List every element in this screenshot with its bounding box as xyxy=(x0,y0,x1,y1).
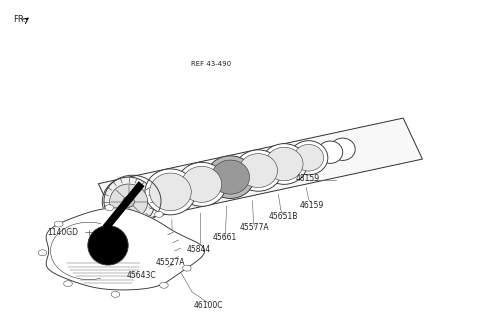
Ellipse shape xyxy=(206,156,254,198)
Ellipse shape xyxy=(289,141,328,175)
Text: 1140GD: 1140GD xyxy=(47,228,78,237)
Ellipse shape xyxy=(177,162,226,206)
Ellipse shape xyxy=(239,154,277,188)
Ellipse shape xyxy=(294,144,324,171)
Ellipse shape xyxy=(159,282,168,288)
Ellipse shape xyxy=(64,281,72,287)
Ellipse shape xyxy=(105,205,114,211)
Ellipse shape xyxy=(261,144,307,184)
Ellipse shape xyxy=(109,184,148,219)
Ellipse shape xyxy=(111,291,120,297)
Text: 45577A: 45577A xyxy=(240,223,269,233)
Ellipse shape xyxy=(181,166,222,202)
Text: 46159: 46159 xyxy=(300,200,324,210)
Text: 45661: 45661 xyxy=(213,233,237,242)
Text: FR.: FR. xyxy=(13,15,26,24)
Ellipse shape xyxy=(102,177,155,226)
Ellipse shape xyxy=(155,212,163,217)
Ellipse shape xyxy=(145,169,196,215)
Ellipse shape xyxy=(150,173,191,211)
Text: REF 43-490: REF 43-490 xyxy=(191,61,231,67)
Text: 48159: 48159 xyxy=(295,174,319,183)
Ellipse shape xyxy=(318,141,343,163)
Ellipse shape xyxy=(123,196,134,207)
Ellipse shape xyxy=(83,227,95,237)
Ellipse shape xyxy=(211,160,250,194)
Text: 45527A: 45527A xyxy=(156,258,185,267)
Ellipse shape xyxy=(88,226,128,265)
Ellipse shape xyxy=(330,138,355,160)
Text: 46100C: 46100C xyxy=(194,300,224,310)
Polygon shape xyxy=(46,208,204,290)
Text: 45643C: 45643C xyxy=(127,271,156,280)
Ellipse shape xyxy=(235,150,282,191)
Ellipse shape xyxy=(265,147,303,181)
Polygon shape xyxy=(98,118,422,225)
Text: 45844: 45844 xyxy=(187,245,211,255)
Text: 45651B: 45651B xyxy=(268,212,298,221)
Ellipse shape xyxy=(54,221,63,227)
Ellipse shape xyxy=(38,250,47,256)
Ellipse shape xyxy=(182,265,191,271)
